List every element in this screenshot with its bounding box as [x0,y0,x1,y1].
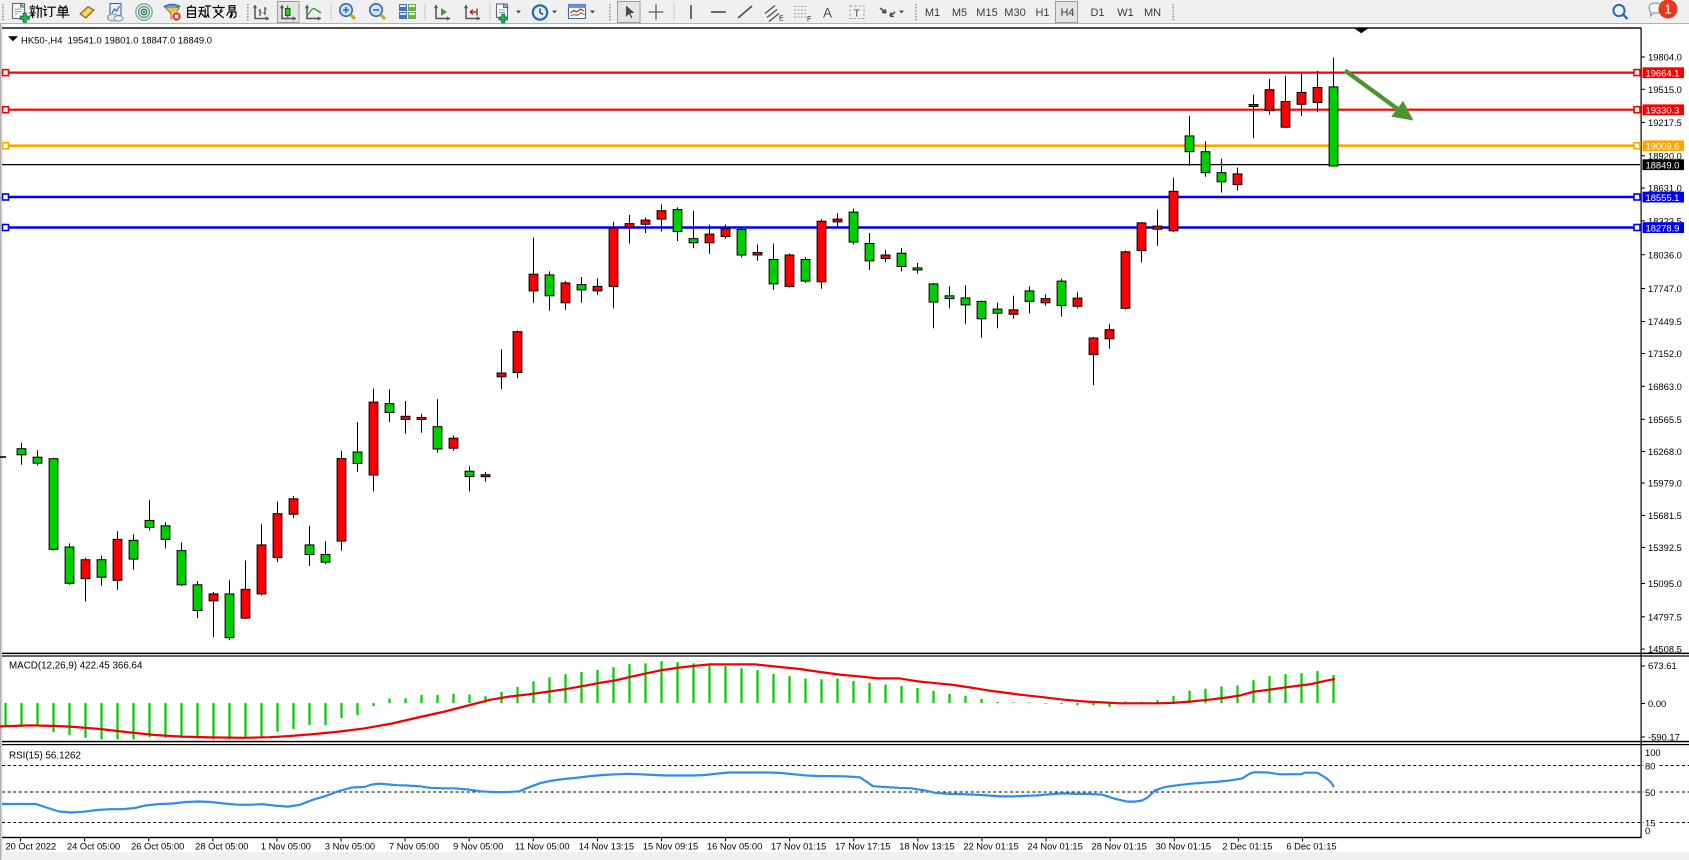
svg-text:HK50-,H4 19541.0 19801.0 1884: HK50-,H4 19541.0 19801.0 18847.0 18849.0 [21,35,212,46]
svg-text:MN: MN [1144,7,1161,19]
svg-text:18849.0: 18849.0 [1646,159,1680,170]
svg-text:M1: M1 [925,7,940,19]
svg-text:MACD(12,26,9) 422.45 366.64: MACD(12,26,9) 422.45 366.64 [9,661,143,672]
svg-text:16268.0: 16268.0 [1648,446,1682,457]
svg-text:19217.5: 19217.5 [1648,117,1682,128]
svg-text:15095.0: 15095.0 [1648,578,1682,589]
svg-text:20 Oct 2022: 20 Oct 2022 [6,842,57,852]
svg-text:17 Nov 01:15: 17 Nov 01:15 [771,842,826,852]
svg-text:28 Nov 01:15: 28 Nov 01:15 [1092,842,1147,852]
svg-text:1 Nov 05:00: 1 Nov 05:00 [261,842,311,852]
svg-text:11 Nov 05:00: 11 Nov 05:00 [515,842,570,852]
svg-text:15681.5: 15681.5 [1648,510,1682,521]
svg-text:24 Nov 01:15: 24 Nov 01:15 [1027,842,1082,852]
svg-text:18036.0: 18036.0 [1648,249,1682,260]
svg-text:2 Dec 01:15: 2 Dec 01:15 [1222,842,1272,852]
svg-text:W1: W1 [1117,7,1134,19]
svg-text:-590.17: -590.17 [1648,732,1680,743]
svg-text:17 Nov 17:15: 17 Nov 17:15 [835,842,890,852]
svg-text:1: 1 [1664,2,1671,17]
svg-text:7 Nov 05:00: 7 Nov 05:00 [389,842,439,852]
svg-text:19515.0: 19515.0 [1648,84,1682,95]
svg-text:M5: M5 [952,7,967,19]
svg-text:18920.0: 18920.0 [1648,150,1682,161]
svg-text:14508.5: 14508.5 [1648,644,1682,655]
svg-text:16863.0: 16863.0 [1648,381,1682,392]
svg-text:16 Nov 05:00: 16 Nov 05:00 [707,842,762,852]
svg-text:F: F [807,16,811,23]
svg-text:15 Nov 09:15: 15 Nov 09:15 [643,842,698,852]
svg-text:14 Nov 13:15: 14 Nov 13:15 [579,842,634,852]
svg-text:19330.3: 19330.3 [1646,105,1680,116]
svg-text:24 Oct 05:00: 24 Oct 05:00 [67,842,120,852]
svg-text:19804.0: 19804.0 [1648,52,1682,63]
svg-text:50: 50 [1645,787,1655,798]
svg-text:H1: H1 [1035,7,1049,19]
svg-text:15979.0: 15979.0 [1648,478,1682,489]
svg-text:15392.5: 15392.5 [1648,542,1682,553]
svg-text:D1: D1 [1090,7,1104,19]
svg-text:26 Oct 05:00: 26 Oct 05:00 [131,842,184,852]
svg-text:18278.9: 18278.9 [1646,222,1680,233]
svg-text:80: 80 [1645,761,1655,772]
svg-text:6 Dec 01:15: 6 Dec 01:15 [1286,842,1336,852]
svg-text:28 Oct 05:00: 28 Oct 05:00 [195,842,248,852]
svg-text:19009.6: 19009.6 [1646,141,1680,152]
svg-text:3 Nov 05:00: 3 Nov 05:00 [325,842,375,852]
svg-text:16565.5: 16565.5 [1648,414,1682,425]
svg-text:15: 15 [1645,818,1655,829]
svg-text:18555.1: 18555.1 [1646,192,1680,203]
svg-text:9 Nov 05:00: 9 Nov 05:00 [453,842,503,852]
svg-text:100: 100 [1645,747,1661,758]
svg-text:17747.0: 17747.0 [1648,283,1682,294]
svg-text:E: E [779,16,784,23]
svg-text:RSI(15) 56.1262: RSI(15) 56.1262 [9,751,81,762]
svg-text:18 Nov 13:15: 18 Nov 13:15 [899,842,954,852]
svg-text:M30: M30 [1004,7,1025,19]
svg-text:H4: H4 [1060,7,1074,19]
svg-text:18631.0: 18631.0 [1648,183,1682,194]
svg-text:A: A [823,6,832,21]
svg-text:673.61: 673.61 [1648,660,1677,671]
svg-text:18323.5: 18323.5 [1648,215,1682,226]
svg-text:17152.0: 17152.0 [1648,348,1682,359]
svg-text:19664.1: 19664.1 [1646,67,1680,78]
svg-text:M15: M15 [976,7,997,19]
svg-text:17449.5: 17449.5 [1648,316,1682,327]
svg-text:0.00: 0.00 [1648,698,1666,709]
svg-text:22 Nov 01:15: 22 Nov 01:15 [963,842,1018,852]
svg-text:T: T [854,8,861,20]
svg-text:30 Nov 01:15: 30 Nov 01:15 [1156,842,1211,852]
svg-text:0: 0 [1645,825,1650,836]
svg-text:14797.5: 14797.5 [1648,611,1682,622]
